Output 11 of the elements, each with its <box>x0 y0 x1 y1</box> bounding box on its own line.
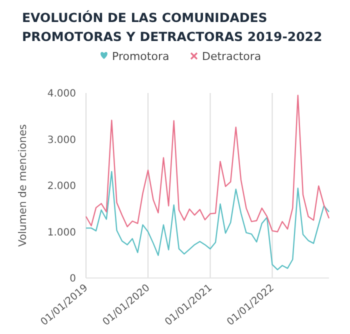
y-tick-label: 2.000 <box>47 181 76 192</box>
y-tick-label: 4.000 <box>47 88 76 100</box>
line-series <box>85 94 330 232</box>
y-tick-label: 1.000 <box>47 227 76 238</box>
chart-title: EVOLUCIÓN DE LAS COMUNIDADES PROMOTORAS Y DETRACTORAS 2019-2022 <box>22 10 322 44</box>
legend-label: Detractora <box>202 50 262 63</box>
y-tick-label: 3.000 <box>47 134 76 146</box>
y-axis-title: Volumen de menciones <box>17 124 29 247</box>
line-series <box>85 171 330 270</box>
y-tick-label: 0 <box>70 274 76 284</box>
legend-label: Promotora <box>112 50 170 63</box>
